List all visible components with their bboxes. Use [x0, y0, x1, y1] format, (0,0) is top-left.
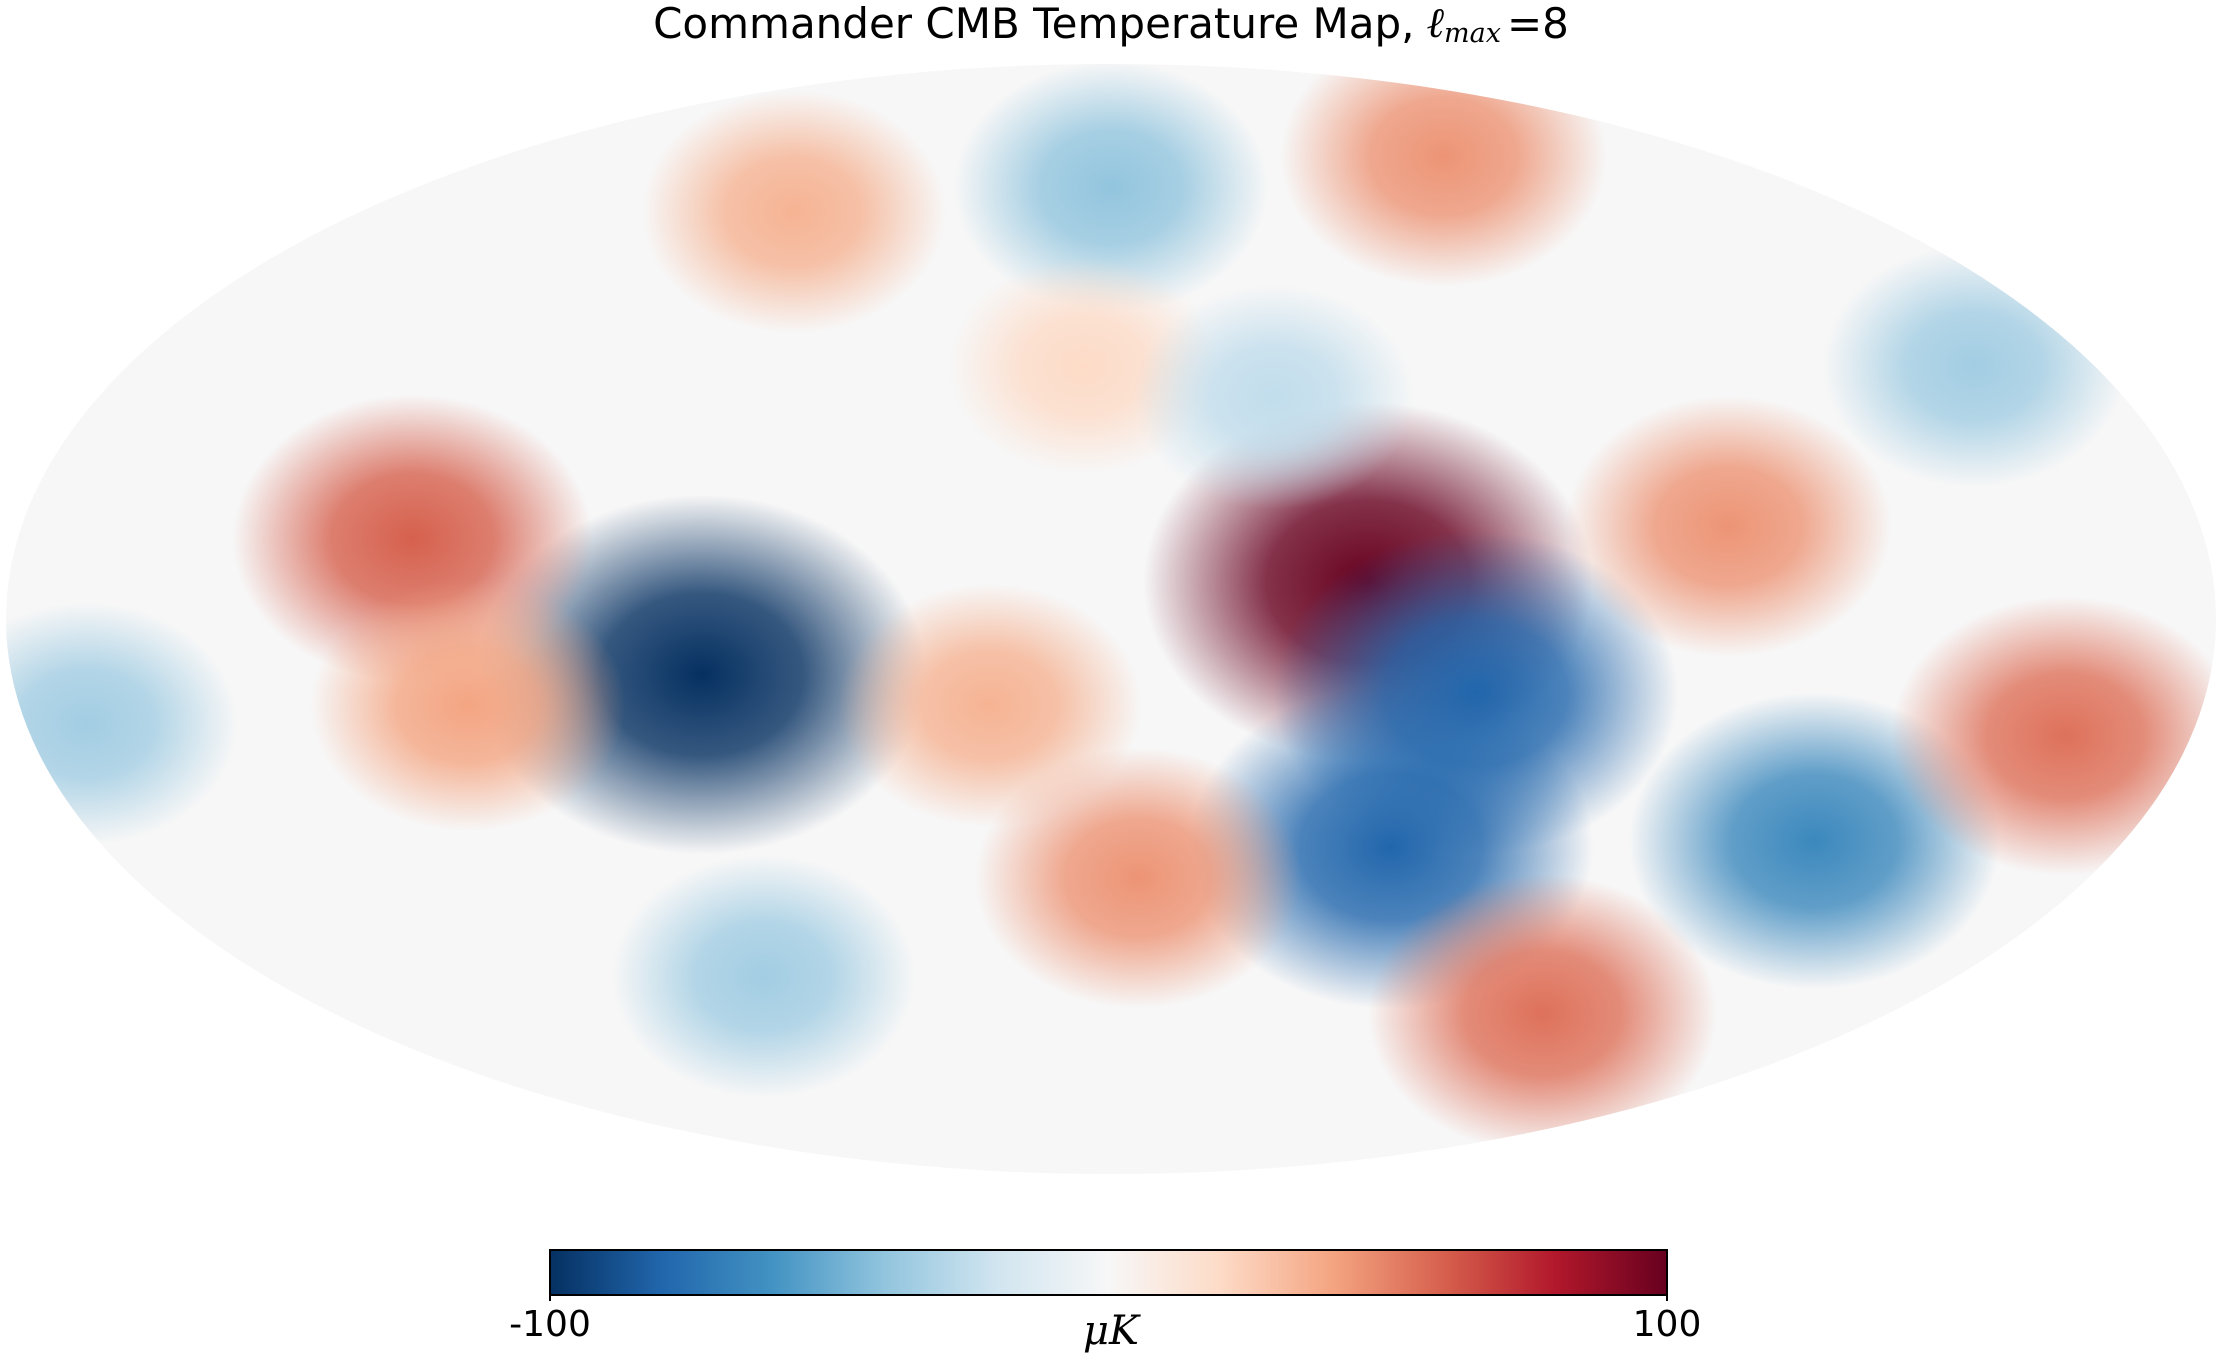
temperature-feature — [1133, 284, 1415, 510]
temperature-feature — [641, 90, 946, 334]
colorbar — [549, 1249, 1668, 1296]
colorbar-tick-label: -100 — [509, 1304, 591, 1345]
temperature-feature — [611, 855, 916, 1099]
title-text: Commander CMB Temperature Map, — [653, 0, 1414, 48]
temperature-feature — [953, 64, 1269, 314]
colorbar-label: μK — [1083, 1308, 1141, 1354]
temperature-feature — [310, 579, 626, 832]
temperature-feature — [1565, 396, 1892, 657]
temperature-feature — [1368, 874, 1717, 1154]
sky-map — [6, 64, 2216, 1154]
chart-title: Commander CMB Temperature Map, ℓmax =8 — [653, 0, 1569, 49]
title-symbol: ℓ — [1427, 0, 1445, 47]
colorbar-tick-label: 100 — [1633, 1304, 1702, 1345]
temperature-feature — [837, 583, 1142, 827]
temperature-feature — [1280, 64, 1607, 287]
title-suffix: =8 — [1507, 0, 1569, 48]
temperature-feature — [1822, 244, 2127, 488]
title-subscript: max — [1444, 18, 1501, 49]
